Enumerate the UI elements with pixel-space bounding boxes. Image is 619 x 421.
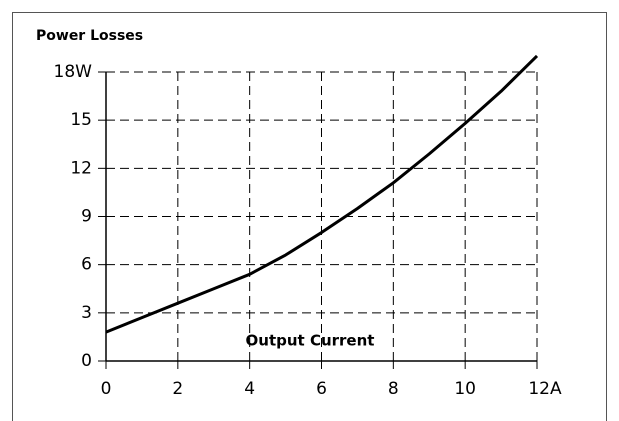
x-tick-label: 12A xyxy=(528,379,562,399)
x-tick-label: 0 xyxy=(101,379,112,399)
x-tick-label: 4 xyxy=(244,379,255,399)
x-tick-label: 10 xyxy=(454,379,476,399)
y-tick-label: 12 xyxy=(70,158,92,178)
line xyxy=(105,54,539,334)
frame xyxy=(12,12,607,421)
y-tick-label: 9 xyxy=(81,207,92,227)
x-tick-label: 8 xyxy=(388,379,399,399)
y-tick-label: 6 xyxy=(81,255,92,275)
y-tick-label: 0 xyxy=(81,351,92,371)
y-tick-label: 3 xyxy=(81,303,92,323)
x-axis-label: Output Current xyxy=(246,332,375,350)
chart-title: Power Losses xyxy=(36,28,143,44)
x-tick-label: 2 xyxy=(172,379,183,399)
y-tick-label: 18W xyxy=(54,62,93,82)
x-tick-label: 6 xyxy=(316,379,327,399)
y-tick-label: 15 xyxy=(70,110,92,130)
